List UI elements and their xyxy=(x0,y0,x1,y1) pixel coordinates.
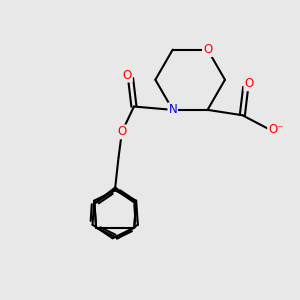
Text: O: O xyxy=(117,125,127,139)
Text: O⁻: O⁻ xyxy=(268,123,283,136)
Text: N: N xyxy=(168,103,177,116)
Text: O: O xyxy=(244,77,254,90)
Text: O: O xyxy=(203,43,212,56)
Text: O: O xyxy=(123,69,132,82)
